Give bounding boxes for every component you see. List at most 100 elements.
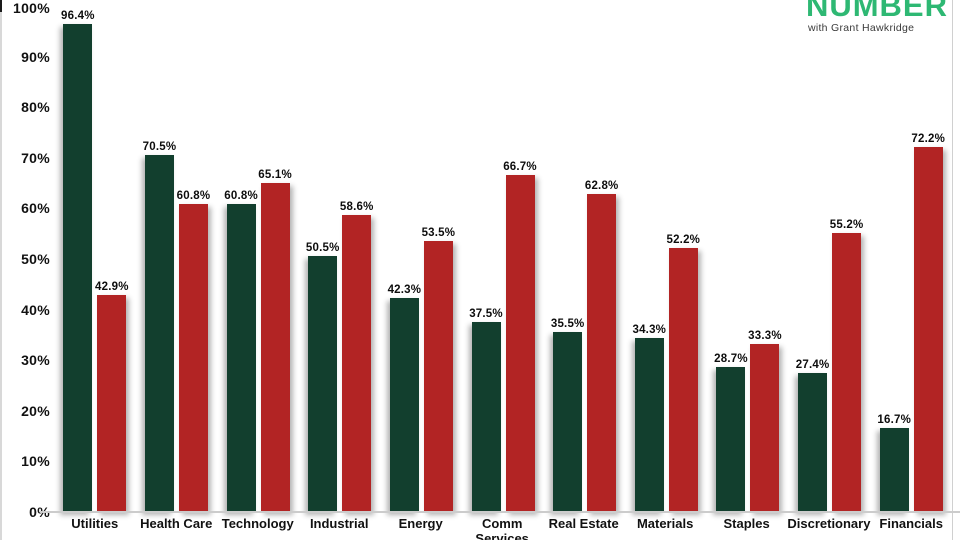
bar-value-label: 37.5%	[469, 308, 503, 321]
bar-wrap: 27.4%	[796, 359, 829, 512]
bar-value-label: 60.8%	[224, 190, 258, 203]
bar-wrap: 34.3%	[632, 324, 666, 512]
category-label: Comm Services	[475, 516, 529, 540]
y-tick-label: 10%	[21, 453, 50, 470]
red-bar	[505, 174, 535, 512]
bar-wrap: 60.8%	[224, 190, 258, 512]
bar-wrap: 37.5%	[469, 308, 503, 512]
category-label: Materials	[636, 516, 694, 531]
green-bar	[226, 204, 256, 512]
bar-value-label: 52.2%	[666, 233, 701, 246]
bar-value-label: 62.8%	[584, 180, 619, 193]
category-label: Financials	[879, 516, 943, 531]
y-tick-label: 30%	[21, 352, 50, 369]
bar-wrap: 53.5%	[422, 227, 455, 512]
red-bar	[832, 232, 862, 512]
category-label: Industrial	[309, 516, 369, 531]
red-bar	[342, 215, 372, 512]
bar-value-label: 28.7%	[714, 352, 748, 365]
y-tick-label: 50%	[21, 251, 50, 267]
x-axis-baseline	[40, 511, 960, 513]
left-edge-line	[0, 0, 2, 540]
bar-group: 70.5% 60.8%	[136, 0, 218, 512]
bar-wrap: 28.7%	[714, 353, 748, 512]
bar-value-label: 16.7%	[877, 413, 912, 426]
red-bar	[750, 343, 780, 512]
bar-group: 37.5% 66.7%	[462, 0, 544, 512]
bar-value-label: 60.8%	[176, 190, 211, 203]
bar-wrap: 33.3%	[748, 330, 782, 512]
category-label: Technology	[221, 516, 294, 531]
bar-wrap: 42.9%	[95, 281, 128, 512]
bar-wrap: 42.3%	[388, 284, 421, 512]
bar-group: 60.8% 65.1%	[217, 0, 299, 512]
category-label: Real Estate	[548, 516, 619, 531]
green-bar	[63, 24, 93, 512]
green-bar	[471, 322, 501, 512]
bar-wrap: 55.2%	[830, 219, 863, 512]
y-tick-label: 20%	[21, 402, 50, 419]
red-bar	[423, 241, 453, 512]
bar-value-label: 50.5%	[305, 242, 340, 255]
bar-wrap: 72.2%	[911, 133, 945, 512]
bar-value-label: 42.9%	[95, 280, 129, 293]
bar-wrap: 70.5%	[143, 141, 176, 512]
green-bar	[634, 338, 664, 512]
bar-wrap: 16.7%	[877, 414, 911, 512]
green-bar	[144, 155, 174, 512]
red-bar	[668, 247, 698, 512]
bar-group: 16.7% 72.2%	[870, 0, 952, 512]
x-axis-labels: Utilities Health Care Technology Industrial…	[54, 516, 952, 540]
plot-area: 96.4% 42.9% 70.5% 60.8% 60.8% 65.1% 50.5% 58.6%…	[54, 0, 952, 512]
bar-wrap: 96.4%	[61, 10, 94, 512]
green-bar	[389, 297, 419, 512]
bar-group: 42.3% 53.5%	[381, 0, 463, 512]
bar-value-label: 65.1%	[258, 168, 292, 181]
green-bar	[879, 427, 909, 512]
logo-wordmark: NUMBER	[805, 0, 948, 23]
y-tick-label: 0%	[29, 504, 50, 520]
bar-wrap: 35.5%	[551, 318, 584, 512]
y-tick-label: 90%	[21, 48, 50, 65]
category-label: Energy	[398, 516, 443, 531]
green-bar	[308, 256, 338, 512]
bar-group: 96.4% 42.9%	[54, 0, 136, 512]
bar-wrap: 50.5%	[306, 242, 339, 512]
bar-group: 28.7% 33.3%	[707, 0, 789, 512]
y-tick-label: 100%	[12, 0, 50, 16]
bar-wrap: 58.6%	[340, 201, 373, 512]
left-edge-axis-mark	[0, 0, 2, 12]
bar-value-label: 58.6%	[339, 201, 374, 214]
bar-value-label: 66.7%	[503, 160, 537, 173]
bar-wrap: 66.7%	[503, 161, 537, 512]
category-label: Utilities	[71, 516, 119, 531]
y-tick-label: 40%	[21, 301, 50, 318]
bar-group: 35.5% 62.8%	[544, 0, 626, 512]
bar-value-label: 55.2%	[829, 218, 864, 231]
bar-group: 50.5% 58.6%	[299, 0, 381, 512]
bar-group: 34.3% 52.2%	[625, 0, 707, 512]
y-tick-label: 70%	[21, 149, 50, 166]
bar-wrap: 52.2%	[666, 234, 700, 512]
bar-value-label: 33.3%	[748, 329, 782, 342]
green-bar	[553, 332, 583, 512]
logo: NUMBER with Grant Hawkridge	[806, 0, 948, 34]
bar-group: 27.4% 55.2%	[789, 0, 871, 512]
red-bar	[260, 182, 290, 512]
red-bar	[913, 146, 943, 512]
red-bar	[178, 204, 208, 512]
green-bar	[716, 366, 746, 512]
right-edge-line	[952, 0, 953, 540]
bar-value-label: 72.2%	[911, 132, 946, 145]
logo-subtitle: with Grant Hawkridge	[807, 22, 915, 34]
green-bar	[798, 373, 828, 512]
bar-value-label: 70.5%	[142, 141, 177, 154]
bar-value-label: 42.3%	[387, 283, 422, 296]
bar-value-label: 34.3%	[632, 324, 667, 337]
y-tick-label: 60%	[21, 200, 50, 217]
bar-wrap: 60.8%	[177, 190, 210, 512]
category-label: Staples	[723, 516, 770, 531]
category-label: Health Care	[140, 516, 213, 531]
bar-wrap: 62.8%	[585, 180, 618, 512]
